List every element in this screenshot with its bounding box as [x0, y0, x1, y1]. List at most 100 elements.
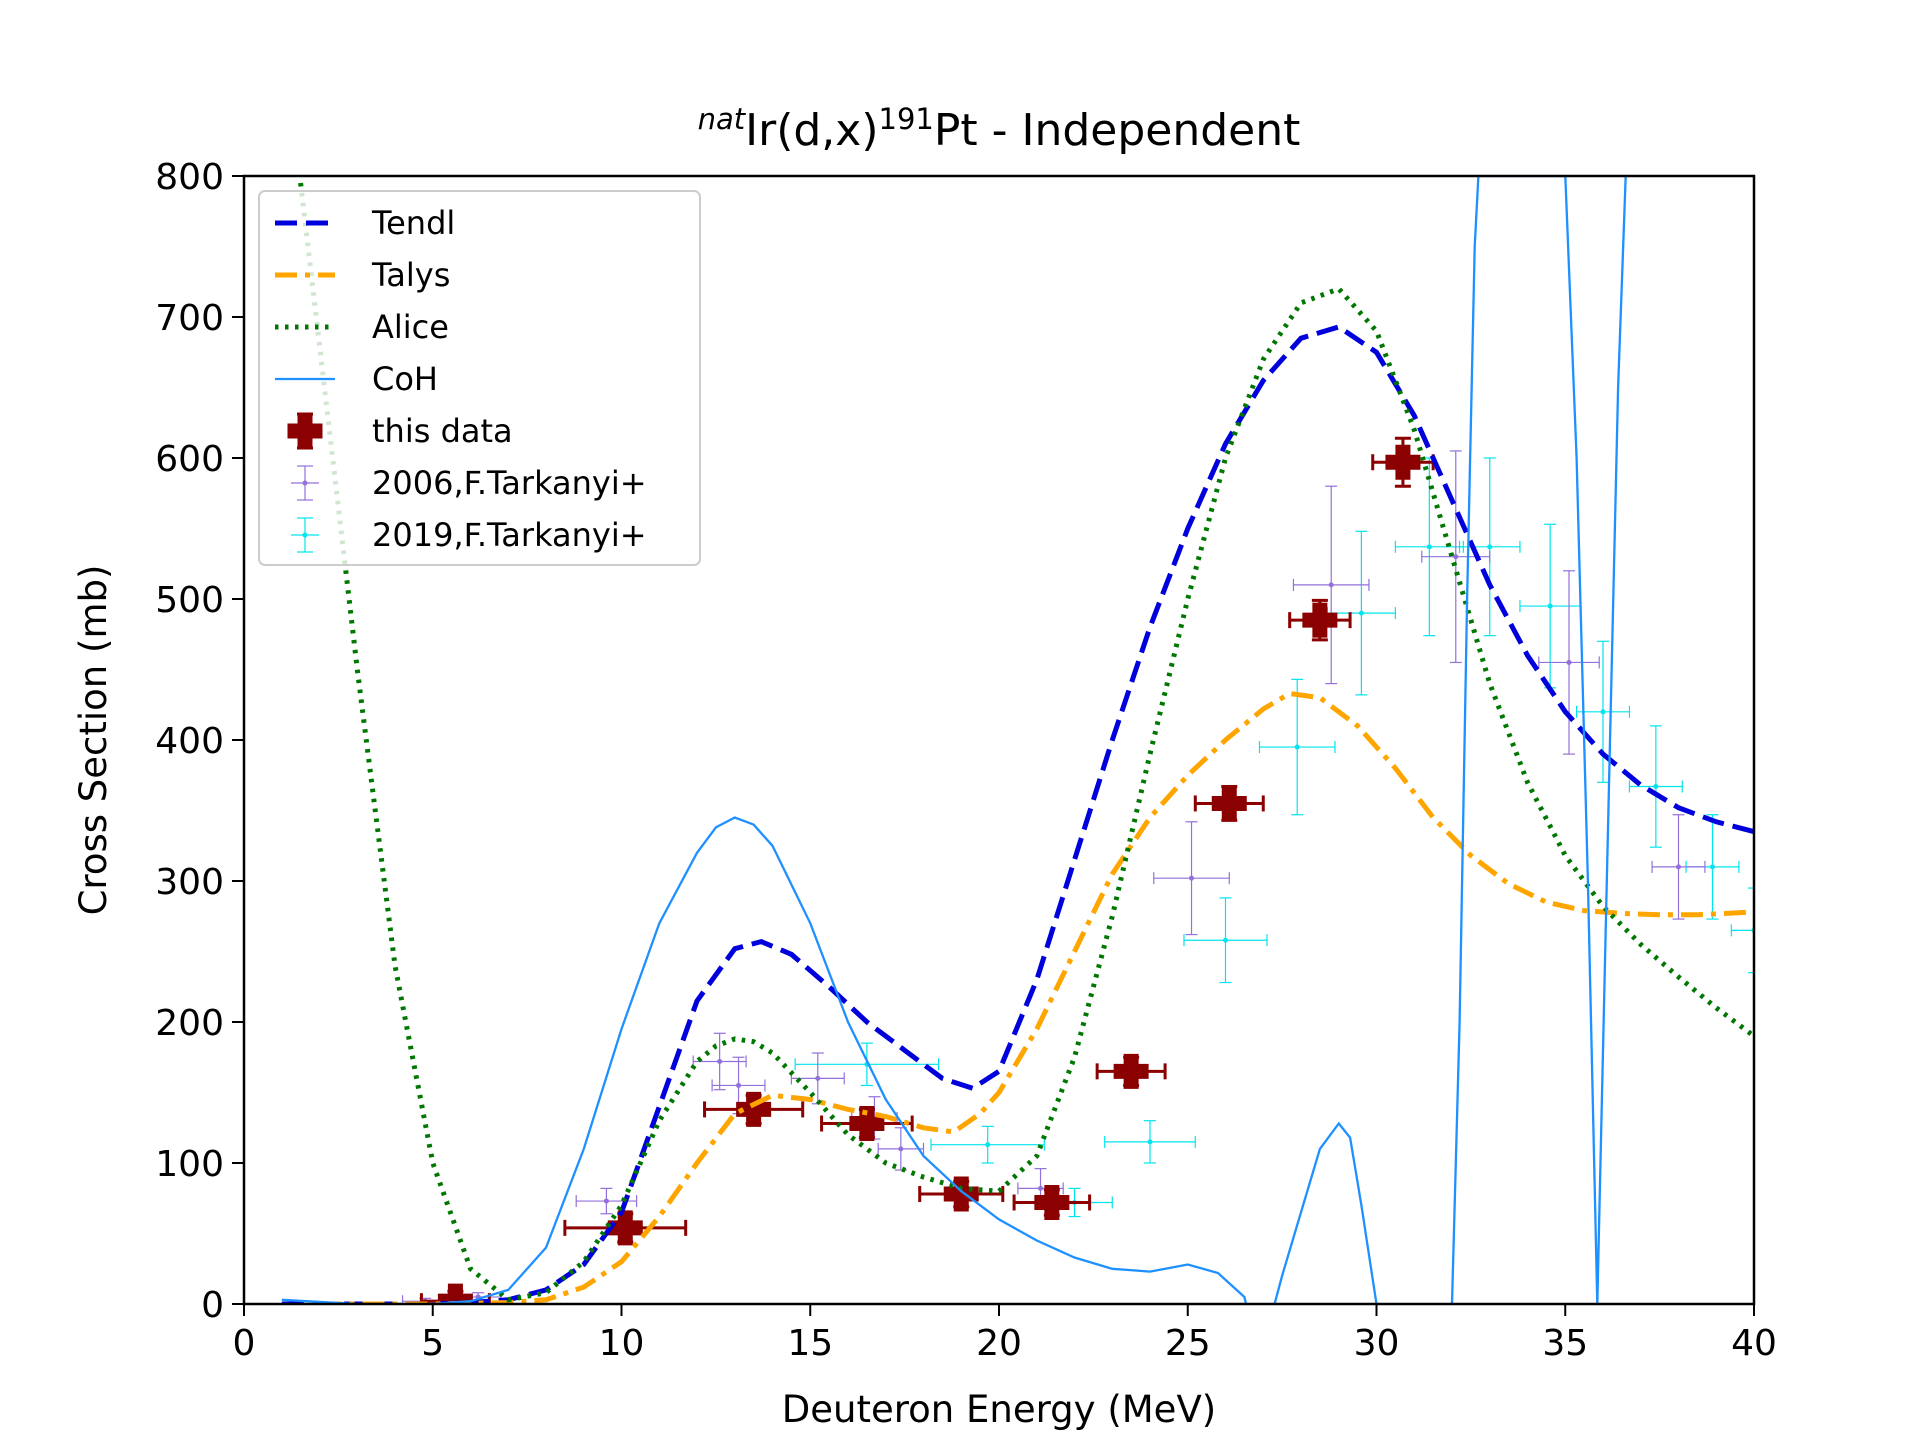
legend-label: this data	[372, 412, 513, 450]
legend-label: 2006,F.Tarkanyi+	[372, 464, 647, 502]
data-point	[711, 1056, 766, 1115]
dot-marker	[1189, 875, 1195, 881]
y-tick-label: 700	[155, 298, 224, 339]
legend: Tendl Talys Alice CoH this data 2006,F.Tarkan…	[258, 190, 701, 566]
dot-marker	[717, 1058, 723, 1064]
y-axis: 0 100 200 300 400 500 600 700 800	[155, 157, 244, 1326]
dot-marker	[898, 1146, 904, 1152]
x-tick-label: 40	[1731, 1323, 1777, 1364]
legend-label: Alice	[372, 308, 449, 346]
legend-entry: Tendl	[275, 204, 455, 242]
dot-marker	[1453, 554, 1459, 560]
data-point	[1183, 897, 1268, 984]
x-tick-label: 20	[976, 1323, 1022, 1364]
curve-line	[319, 690, 1754, 1304]
legend-marker	[302, 532, 308, 538]
data-point	[1538, 570, 1600, 755]
chart-title: natIr(d,x)191Pt - Independent	[698, 102, 1301, 156]
dot-marker	[736, 1082, 742, 1088]
y-tick-label: 300	[155, 862, 224, 903]
dot-marker	[1709, 864, 1715, 870]
y-axis-label: Cross Section (mb)	[72, 565, 115, 916]
data-point	[918, 1176, 1005, 1212]
data-point	[1258, 678, 1336, 816]
curve-line	[281, 176, 1627, 1304]
series-tendl	[281, 324, 1754, 1304]
legend-label: CoH	[372, 360, 438, 398]
y-tick-label: 800	[155, 157, 224, 198]
x-tick-label: 10	[599, 1323, 645, 1364]
legend-entry: Talys	[275, 256, 450, 294]
data-point	[692, 1032, 747, 1091]
dot-marker	[1653, 784, 1659, 790]
dot-marker	[1038, 1185, 1044, 1191]
dot-marker	[1294, 744, 1300, 750]
dot-marker	[1147, 1139, 1153, 1145]
legend-marker	[302, 480, 308, 486]
dot-marker	[1426, 544, 1432, 550]
dot-marker	[985, 1142, 991, 1148]
dot-marker	[1328, 582, 1334, 588]
x-tick-label: 35	[1542, 1323, 1588, 1364]
x-tick-label: 30	[1354, 1323, 1400, 1364]
data-point	[1153, 821, 1230, 936]
series-talys	[319, 690, 1754, 1304]
title-mass-superscript: 191	[879, 102, 934, 136]
plus-marker	[1302, 602, 1338, 638]
series-layer	[281, 176, 1754, 1304]
data-point	[1193, 785, 1265, 822]
plus-marker	[437, 1283, 473, 1304]
legend-entry: CoH	[275, 360, 438, 398]
legend-entry: 2019,F.Tarkanyi+	[291, 516, 647, 554]
dot-marker	[603, 1198, 609, 1204]
data-point	[1628, 725, 1683, 848]
title-prefix-superscript: nat	[698, 102, 747, 136]
title-suffix: Pt - Independent	[934, 105, 1301, 156]
y-tick-label: 600	[155, 439, 224, 480]
curve-line	[298, 182, 1754, 1303]
legend-entry: this data	[287, 412, 513, 450]
plus-marker	[849, 1106, 885, 1142]
legend-marker	[287, 413, 323, 449]
x-axis: 0 5 10 15 20 25 30 35 40	[233, 1304, 1777, 1364]
curve-line	[281, 324, 1754, 1304]
x-axis-label: Deuteron Energy (MeV)	[782, 1388, 1216, 1431]
data-point	[575, 1187, 638, 1215]
dot-marker	[1600, 709, 1606, 715]
data-point	[930, 1125, 1045, 1164]
dot-marker	[1566, 659, 1572, 665]
plus-marker	[1113, 1053, 1149, 1089]
x-tick-label: 15	[787, 1323, 833, 1364]
legend-label: Tendl	[371, 204, 455, 242]
x-tick-label: 5	[421, 1323, 444, 1364]
series-alice	[298, 182, 1754, 1303]
legend-entry: 2006,F.Tarkanyi+	[291, 464, 647, 502]
y-tick-label: 0	[201, 1285, 224, 1326]
data-point	[1458, 457, 1521, 637]
data-point	[563, 1210, 688, 1246]
series-2019-f-tarkanyi	[794, 457, 1754, 1218]
legend-box	[258, 190, 701, 566]
data-point	[1326, 530, 1396, 696]
dot-marker	[815, 1075, 821, 1081]
legend-label: 2019,F.Tarkanyi+	[372, 516, 647, 554]
y-tick-label: 500	[155, 580, 224, 621]
dot-marker	[1487, 544, 1493, 550]
y-tick-label: 100	[155, 1144, 224, 1185]
series-coh	[281, 176, 1627, 1304]
y-tick-label: 400	[155, 721, 224, 762]
data-point	[1288, 598, 1352, 642]
data-point	[1651, 814, 1706, 920]
data-point	[1575, 640, 1631, 783]
y-tick-label: 200	[155, 1003, 224, 1044]
plus-marker	[1211, 785, 1247, 821]
dot-marker	[1223, 937, 1228, 943]
plus-marker	[1385, 444, 1421, 480]
data-point	[1292, 485, 1370, 685]
data-point	[1519, 523, 1581, 689]
x-tick-label: 0	[233, 1323, 256, 1364]
data-point	[1095, 1053, 1167, 1089]
legend-entry: Alice	[275, 308, 449, 346]
dot-marker	[1547, 603, 1553, 609]
